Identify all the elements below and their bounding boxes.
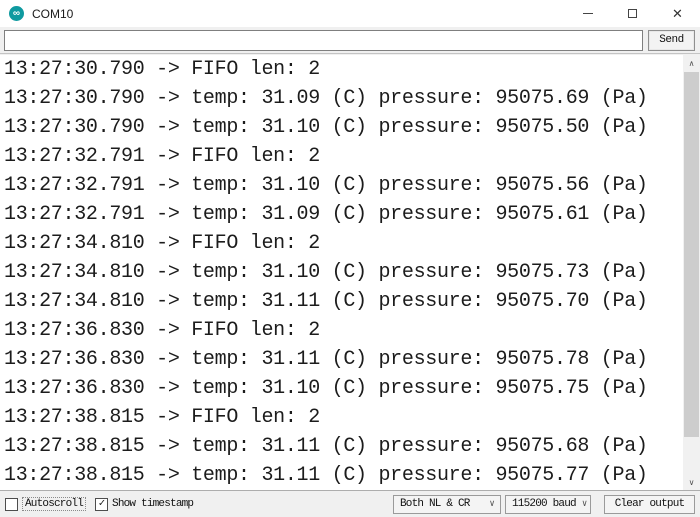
- serial-output-line: 13:27:38.815 -> temp: 31.11 (C) pressure…: [4, 464, 648, 487]
- title-bar: ∞ COM10 ✕: [0, 0, 700, 27]
- serial-output-line: 13:27:32.791 -> temp: 31.10 (C) pressure…: [4, 174, 648, 197]
- scroll-up-icon: ∧: [688, 58, 695, 68]
- serial-output-line: 13:27:38.815 -> temp: 31.11 (C) pressure…: [4, 435, 648, 458]
- close-icon: ✕: [672, 5, 683, 21]
- minimize-icon: [582, 13, 593, 14]
- clear-output-button[interactable]: Clear output: [604, 494, 695, 514]
- maximize-button[interactable]: [610, 0, 655, 27]
- serial-output-line: 13:27:36.830 -> FIFO len: 2: [4, 319, 320, 342]
- line-ending-dropdown[interactable]: Both NL & CR ∨: [393, 494, 501, 514]
- serial-output-line: 13:27:36.830 -> temp: 31.11 (C) pressure…: [4, 348, 648, 371]
- serial-output-line: 13:27:32.791 -> temp: 31.09 (C) pressure…: [4, 203, 648, 226]
- serial-output-line: 13:27:34.810 -> temp: 31.10 (C) pressure…: [4, 261, 648, 284]
- baud-rate-dropdown[interactable]: 115200 baud ∨: [505, 494, 591, 514]
- serial-output[interactable]: 13:27:30.790 -> FIFO len: 2 13:27:30.790 …: [0, 55, 700, 490]
- serial-output-line: 13:27:36.830 -> temp: 31.10 (C) pressure…: [4, 377, 648, 400]
- vertical-scrollbar[interactable]: ∧ ∨: [683, 55, 700, 490]
- scroll-down-icon: ∨: [688, 477, 695, 487]
- arduino-logo-icon: ∞: [9, 6, 24, 21]
- scroll-up-button[interactable]: ∧: [683, 55, 700, 71]
- window-title: COM10: [32, 6, 74, 21]
- autoscroll-checkbox[interactable]: Autoscroll: [5, 497, 87, 511]
- checkmark-icon: ✓: [98, 497, 106, 510]
- serial-output-line: 13:27:30.790 -> temp: 31.09 (C) pressure…: [4, 87, 648, 110]
- chevron-down-icon: ∨: [489, 499, 494, 509]
- scroll-down-button[interactable]: ∨: [683, 474, 700, 490]
- minimize-button[interactable]: [565, 0, 610, 27]
- serial-output-line: 13:27:34.810 -> temp: 31.11 (C) pressure…: [4, 290, 648, 313]
- serial-output-line: 13:27:30.790 -> FIFO len: 2: [4, 58, 320, 81]
- line-ending-value: Both NL & CR: [400, 498, 470, 510]
- autoscroll-label: Autoscroll: [22, 497, 87, 511]
- show-timestamp-checkbox-box: ✓: [95, 497, 109, 511]
- status-bar: Autoscroll ✓ Show timestamp Both NL & CR…: [0, 490, 700, 517]
- scrollbar-thumb[interactable]: [684, 72, 699, 437]
- chevron-down-icon: ∨: [581, 499, 587, 509]
- show-timestamp-checkbox[interactable]: ✓ Show timestamp: [95, 497, 194, 511]
- close-button[interactable]: ✕: [655, 0, 700, 27]
- serial-output-line: 13:27:38.815 -> FIFO len: 2: [4, 406, 320, 429]
- show-timestamp-label: Show timestamp: [112, 498, 194, 510]
- window-controls: ✕: [565, 0, 700, 27]
- serial-output-line: 13:27:30.790 -> temp: 31.10 (C) pressure…: [4, 116, 648, 139]
- send-bar: Send: [0, 27, 700, 54]
- serial-send-input[interactable]: [4, 30, 643, 51]
- serial-output-line: 13:27:34.810 -> FIFO len: 2: [4, 232, 320, 255]
- send-button[interactable]: Send: [648, 30, 695, 51]
- maximize-icon: [628, 9, 637, 18]
- autoscroll-checkbox-box: [5, 497, 18, 511]
- baud-rate-value: 115200 baud: [512, 498, 577, 510]
- serial-output-line: 13:27:32.791 -> FIFO len: 2: [4, 145, 320, 168]
